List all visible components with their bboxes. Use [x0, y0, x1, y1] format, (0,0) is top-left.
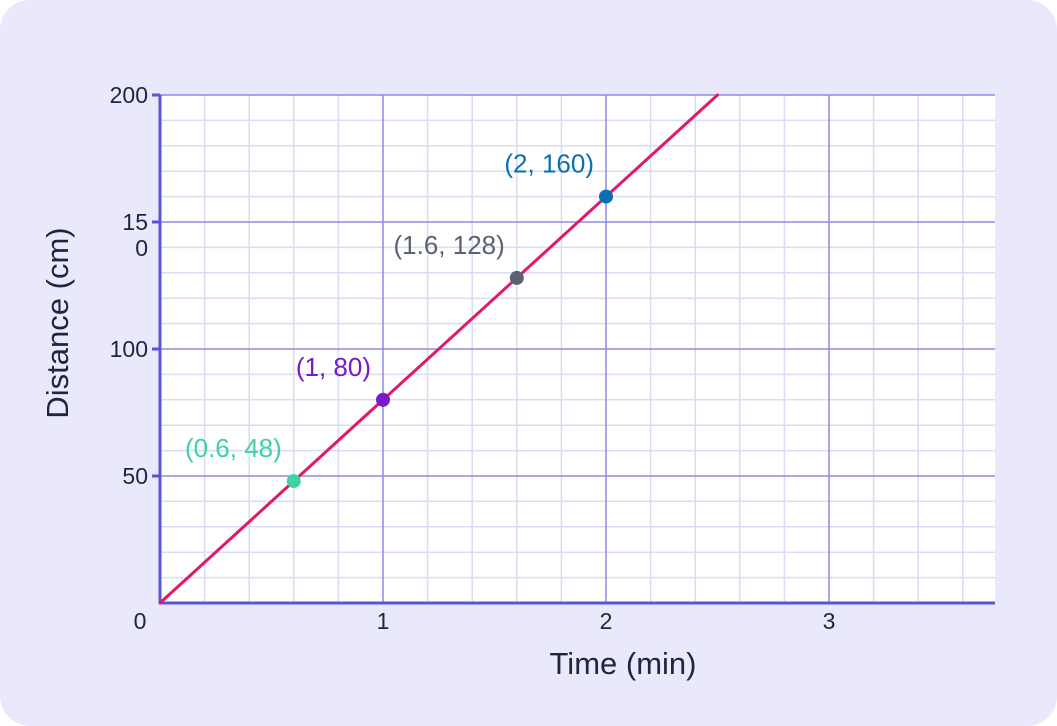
y-tick-label: 200 [110, 82, 148, 108]
series-layer: (0.6, 48) (1, 80) (1.6, 128) (2, 160) [158, 93, 719, 605]
y-axis-title: Distance (cm) [40, 227, 75, 418]
x-tick-label: 1 [377, 608, 390, 634]
data-point-label: (1.6, 128) [394, 230, 505, 260]
data-point [509, 270, 524, 285]
y-tick-label: 50 [122, 463, 148, 489]
data-point-label: (2, 160) [504, 149, 594, 179]
y-tick-label-line: 0 [135, 235, 148, 261]
origin-label: 0 [134, 608, 147, 634]
x-tick-label: 3 [823, 608, 836, 634]
y-tick-label: 15 0 [122, 209, 148, 261]
data-point-label: (0.6, 48) [185, 433, 282, 463]
trend-line [158, 93, 719, 605]
y-tick-label-line: 50 [122, 463, 148, 489]
x-axis-title: Time (min) [550, 646, 697, 681]
data-point [599, 189, 613, 204]
data-point [286, 474, 301, 489]
data-point-label: (1, 80) [296, 352, 371, 382]
y-tick-label-line: 15 [122, 209, 148, 235]
y-tick-label-line: 200 [110, 82, 148, 108]
data-point [376, 392, 390, 407]
axes [152, 93, 995, 605]
x-tick-label: 2 [600, 608, 613, 634]
y-tick-label: 100 [110, 336, 148, 362]
y-tick-label-line: 100 [110, 336, 148, 362]
